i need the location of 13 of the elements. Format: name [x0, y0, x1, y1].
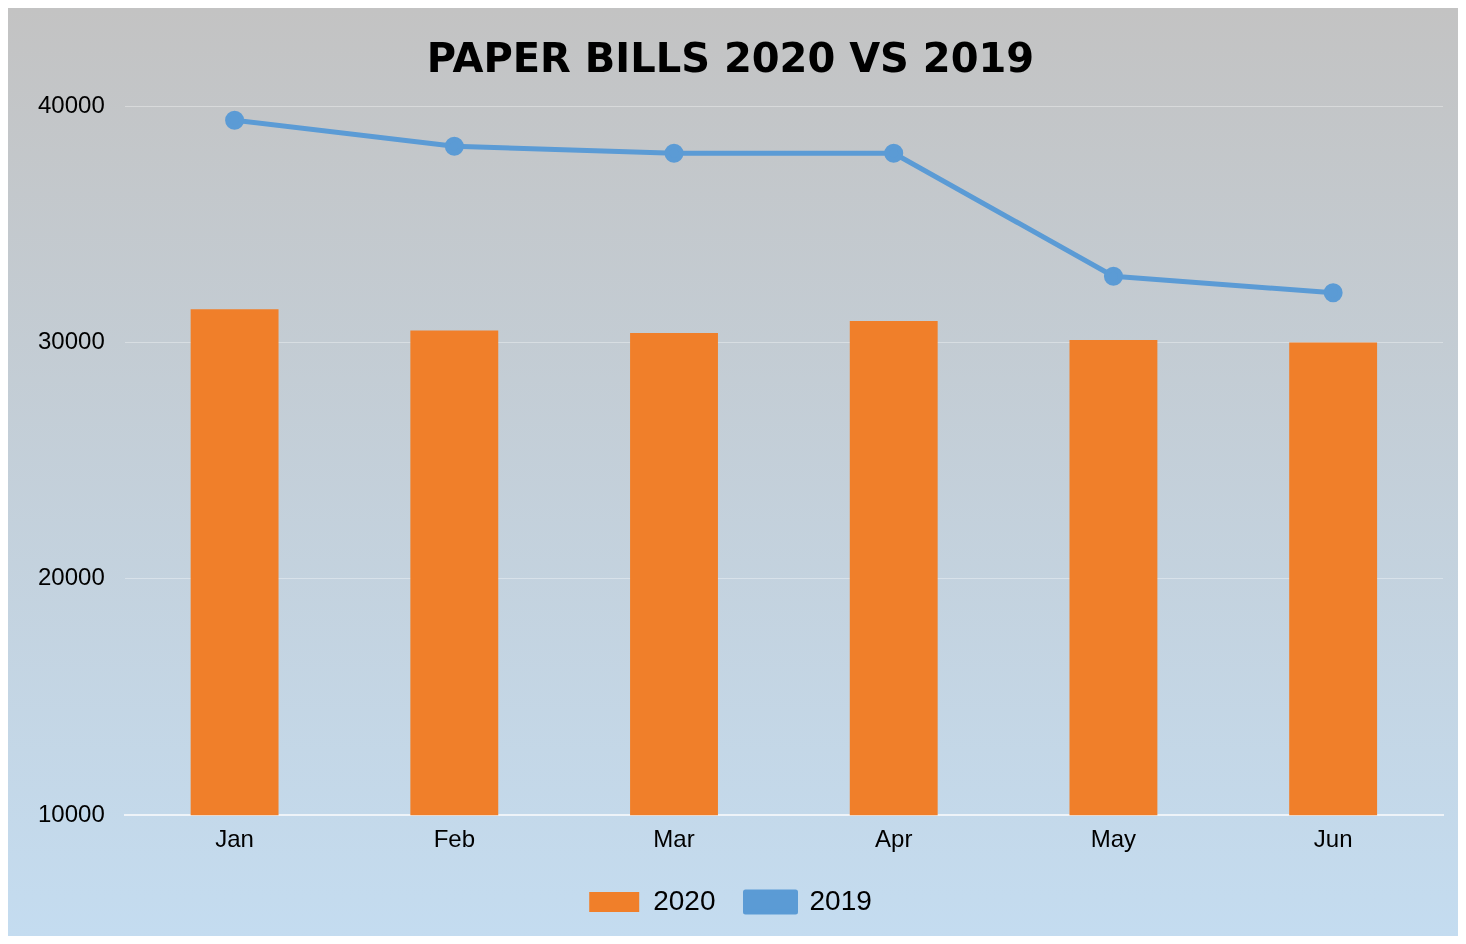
legend-label: 2020 — [653, 884, 716, 916]
x-tick-label: Feb — [433, 825, 475, 853]
x-tick-label: Jun — [1313, 825, 1353, 853]
y-tick-label: 10000 — [37, 799, 105, 827]
chart-title: PAPER BILLS 2020 VS 2019 — [426, 35, 1035, 82]
y-tick-label: 30000 — [37, 327, 105, 355]
y-tick-label: 40000 — [37, 90, 105, 118]
x-tick-label: Mar — [653, 825, 695, 853]
x-tick-label: Jan — [215, 825, 254, 853]
x-tick-label: May — [1090, 825, 1137, 853]
legend-label: 2019 — [809, 884, 872, 916]
y-tick-label: 20000 — [37, 563, 105, 591]
x-tick-label: Apr — [875, 825, 913, 853]
